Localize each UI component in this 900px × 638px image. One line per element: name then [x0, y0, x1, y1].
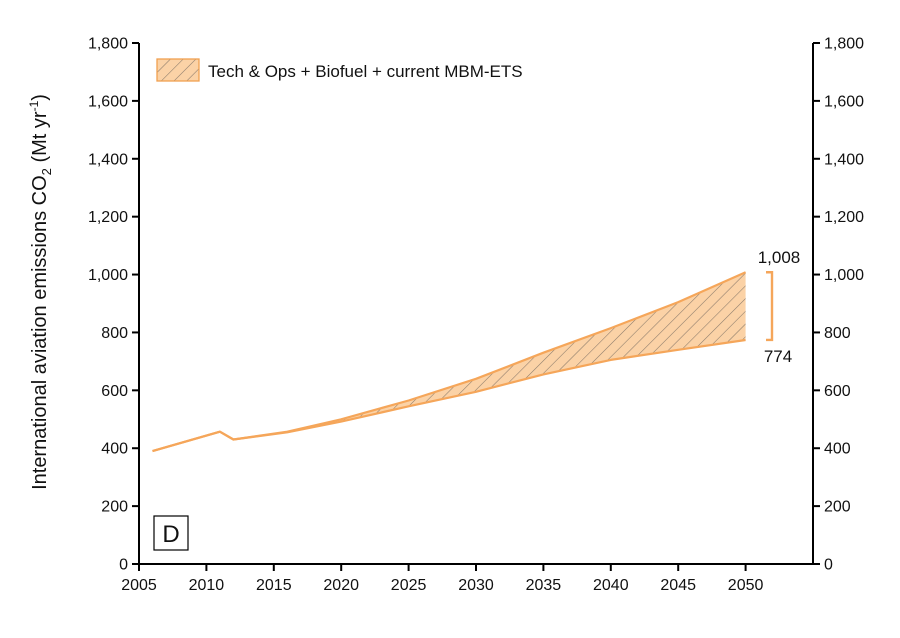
range-annotation: 1,008 774	[758, 248, 801, 366]
legend-swatch	[156, 58, 200, 82]
x-tick-label: 2025	[391, 577, 427, 594]
right-y-tick-label: 1,800	[824, 36, 864, 53]
range-bracket	[766, 271, 774, 342]
left-y-tick-label: 400	[101, 441, 128, 458]
right-y-tick-label: 400	[824, 441, 851, 458]
y-axis-title: International aviation emissions CO2 (Mt…	[27, 94, 54, 490]
right-y-tick-label: 200	[824, 499, 851, 516]
left-y-tick-label: 1,000	[88, 267, 128, 284]
legend-label: Tech & Ops + Biofuel + current MBM-ETS	[208, 62, 523, 81]
x-tick-label: 2040	[593, 577, 629, 594]
y-axis-title-superscript: -1	[27, 100, 41, 111]
series-lower-line	[152, 338, 746, 453]
series-upper-line	[152, 271, 747, 453]
x-tick-label: 2020	[323, 577, 359, 594]
y-axis-title-subscript: 2	[39, 168, 54, 175]
left-y-tick-label: 1,600	[88, 93, 128, 110]
right-y-tick-label: 1,600	[824, 93, 864, 110]
legend: Tech & Ops + Biofuel + current MBM-ETS	[156, 58, 523, 82]
y-axis-title-unit-close: )	[29, 94, 51, 101]
left-y-tick-label: 800	[101, 325, 128, 342]
right-y-tick-label: 0	[824, 557, 833, 574]
x-tick-label: 2030	[458, 577, 494, 594]
x-tick-label: 2050	[728, 577, 764, 594]
y-axis-title-main: International aviation emissions CO	[29, 175, 51, 490]
left-y-tick-label: 1,200	[88, 209, 128, 226]
right-y-tick-label: 1,000	[824, 267, 864, 284]
right-y-tick-label: 800	[824, 325, 851, 342]
left-y-tick-label: 1,800	[88, 36, 128, 53]
y-axis-title-unit-open: (Mt yr	[29, 111, 51, 168]
right-y-tick-label: 1,200	[824, 209, 864, 226]
x-tick-label: 2045	[660, 577, 696, 594]
right-y-tick-label: 600	[824, 383, 851, 400]
left-y-tick-label: 200	[101, 499, 128, 516]
x-tick-label: 2035	[526, 577, 562, 594]
axis-tick-labels: 0 0 200 200 400 400 600 600 800 800 1,000 1,000 1,20…	[88, 36, 864, 595]
x-tick-label: 2015	[256, 577, 292, 594]
series-layer	[152, 271, 747, 453]
range-upper-label: 1,008	[758, 248, 801, 267]
range-lower-label: 774	[764, 347, 792, 366]
x-tick-label: 2010	[189, 577, 225, 594]
axis-ticks	[132, 42, 820, 571]
left-y-tick-label: 600	[101, 383, 128, 400]
panel-label-text: D	[162, 521, 179, 548]
left-y-tick-label: 0	[119, 557, 128, 574]
x-tick-label: 2005	[121, 577, 157, 594]
series-area-fill	[152, 272, 746, 452]
panel-label: D	[153, 515, 189, 551]
left-y-tick-label: 1,400	[88, 151, 128, 168]
right-y-tick-label: 1,400	[824, 151, 864, 168]
panel-label-box	[153, 515, 189, 551]
